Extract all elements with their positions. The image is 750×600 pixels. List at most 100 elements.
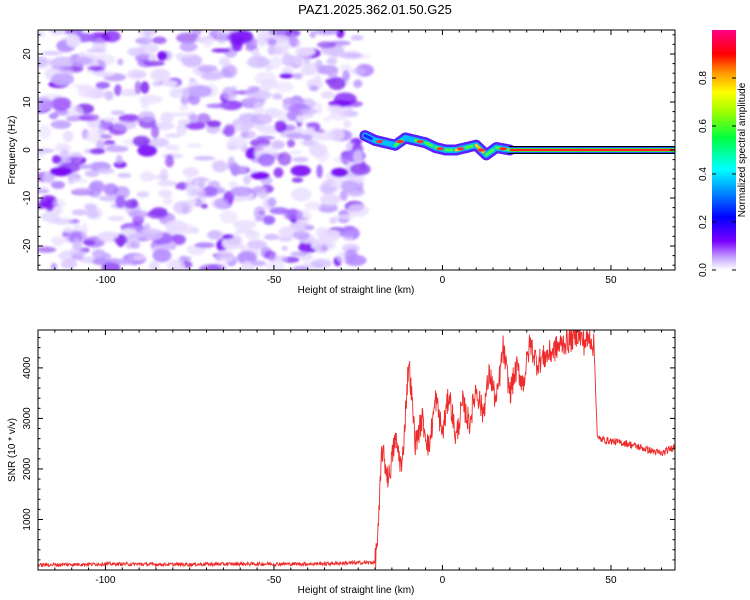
noise-blob (110, 110, 126, 116)
noise-blob (105, 145, 129, 153)
spectrogram-y-label: Frequency (Hz) (7, 116, 18, 185)
noise-blob (336, 30, 345, 39)
noise-blob (50, 96, 72, 111)
noise-blob (49, 30, 66, 36)
noise-blob (341, 100, 363, 108)
noise-blob (174, 53, 194, 58)
noise-blob (165, 144, 180, 151)
ridge-hotspot (396, 140, 405, 144)
noise-blob (296, 115, 305, 123)
noise-blob (239, 130, 256, 139)
noise-blob (151, 36, 167, 45)
noise-blob (341, 180, 359, 192)
snr-x-label: Height of straight line (km) (298, 585, 415, 596)
noise-blob (286, 139, 296, 148)
noise-blob (53, 218, 74, 225)
noise-blob (239, 189, 250, 196)
noise-blob (342, 70, 350, 82)
noise-blob (177, 119, 191, 125)
noise-blob (38, 246, 57, 253)
noise-blob (285, 132, 306, 140)
noise-blob (320, 90, 335, 99)
noise-blob (161, 80, 178, 87)
noise-blob (240, 261, 254, 270)
noise-blob (182, 167, 200, 177)
noise-blob (340, 230, 356, 237)
colorbar-ticks: 0.0 0.2 0.4 0.6 0.8 (698, 71, 736, 277)
noise-blob (38, 56, 48, 67)
noise-blob (339, 189, 348, 201)
noise-blob (113, 161, 127, 169)
noise-blob (41, 51, 63, 56)
noise-blob (84, 203, 97, 211)
noise-blob (149, 137, 170, 148)
noise-blob (95, 81, 110, 89)
noise-blob (211, 198, 230, 210)
noise-blob (203, 186, 218, 197)
noise-blob (188, 85, 213, 98)
noise-blob (48, 214, 56, 225)
noise-blob (200, 72, 224, 81)
noise-blob (115, 154, 123, 165)
noise-blob (267, 44, 275, 56)
noise-blob (159, 168, 169, 182)
noise-blob (38, 30, 45, 38)
noise-blob (292, 156, 309, 163)
noise-blob (346, 204, 370, 217)
noise-blob (200, 203, 208, 209)
noise-blob (89, 148, 106, 155)
noise-blob (223, 123, 236, 138)
noise-blob (309, 85, 319, 92)
noise-blob (198, 264, 222, 270)
noise-blob (267, 197, 277, 208)
noise-blob (272, 93, 283, 100)
noise-blob (38, 189, 50, 194)
noise-blob (83, 239, 96, 246)
noise-blob (316, 41, 337, 49)
noise-blob (104, 90, 114, 101)
noise-blob (328, 77, 346, 91)
noise-blob (60, 148, 69, 161)
noise-blob (326, 58, 338, 65)
noise-blob (271, 140, 285, 150)
y-tick-label: 2000 (22, 457, 33, 480)
noise-blob (267, 38, 277, 47)
noise-blob (262, 215, 276, 225)
noise-blob (265, 64, 274, 72)
noise-blob (212, 160, 228, 173)
ridge-hotspot (416, 140, 425, 144)
noise-blob (330, 167, 349, 178)
noise-blob (274, 255, 289, 263)
noise-blob (264, 233, 280, 241)
noise-blob (152, 81, 163, 87)
noise-blob (277, 152, 292, 166)
snr-x-axis: -100 -50 0 50 (37, 330, 663, 586)
noise-blob (89, 180, 105, 193)
noise-blob (185, 121, 206, 130)
noise-blob (339, 63, 352, 72)
x-tick-label: -50 (267, 275, 282, 286)
noise-blob (140, 81, 150, 94)
noise-blob (278, 226, 298, 238)
snr-panel: -100 -50 0 50 1000 2000 3000 4000 Height of st… (7, 329, 676, 596)
noise-blob (192, 177, 210, 183)
noise-blob (176, 122, 187, 136)
noise-blob (196, 113, 211, 124)
noise-blob (51, 154, 62, 164)
noise-blob (215, 30, 227, 44)
noise-blob (71, 209, 88, 216)
noise-blob (266, 261, 285, 270)
noise-blob (258, 125, 280, 134)
noise-blob (117, 172, 132, 178)
noise-blob (112, 120, 137, 130)
noise-blob (107, 215, 125, 222)
noise-blob (97, 231, 119, 240)
colorbar-label: Normalized spectral amplitude (737, 82, 748, 217)
noise-blob (226, 236, 242, 246)
noise-blob (216, 249, 234, 263)
colorbar-tick-label: 0.4 (698, 167, 709, 181)
noise-blob (54, 108, 69, 116)
noise-blob (100, 134, 113, 140)
noise-blob (350, 34, 364, 41)
